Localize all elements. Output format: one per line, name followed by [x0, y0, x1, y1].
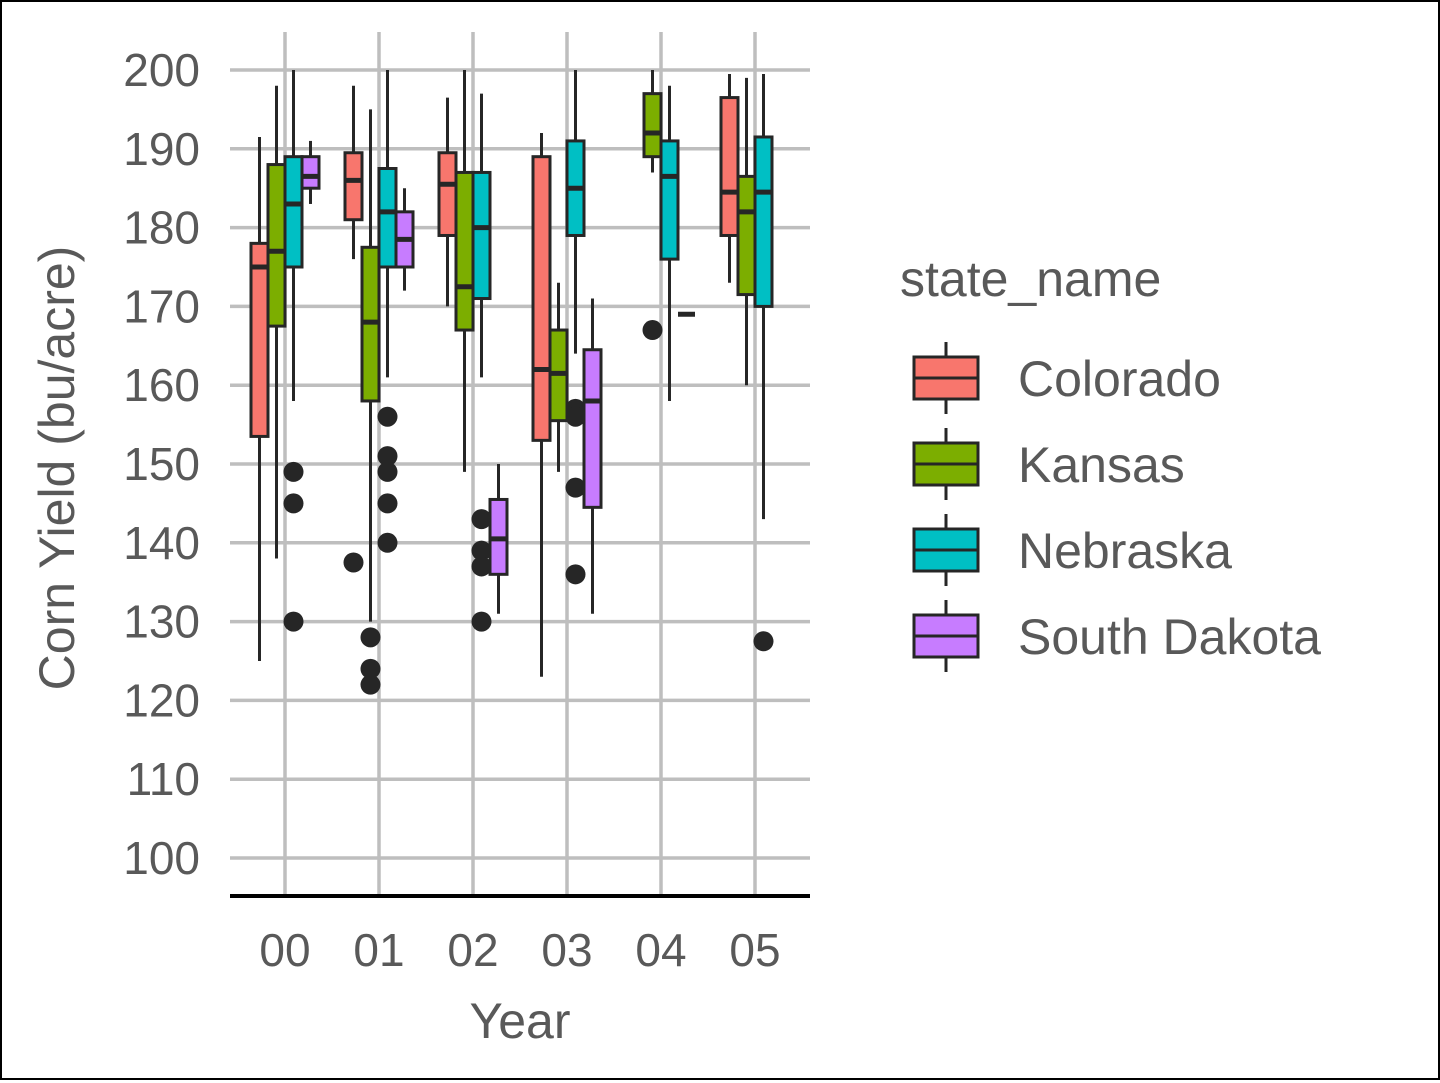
- box-south-dakota-01: [394, 188, 415, 291]
- box-rect: [659, 139, 680, 261]
- legend: state_name Colorado Kansas Nebraska South D…: [900, 251, 1321, 672]
- box-rect: [582, 348, 603, 509]
- y-tick-label: 100: [123, 832, 200, 884]
- box-south-dakota-03: [582, 298, 603, 614]
- outlier-point: [471, 509, 492, 530]
- outlier-point: [343, 552, 364, 573]
- outlier-point: [753, 631, 774, 652]
- box-rect: [437, 151, 458, 237]
- y-tick-label: 140: [123, 517, 200, 569]
- outlier-point: [360, 627, 381, 648]
- y-tick-label: 130: [123, 596, 200, 648]
- legend-item-nebraska: Nebraska: [912, 514, 1232, 586]
- box-rect: [736, 174, 757, 297]
- outlier-point: [642, 320, 663, 341]
- y-tick-label: 150: [123, 438, 200, 490]
- legend-item-kansas: Kansas: [912, 428, 1185, 500]
- box-nebraska-05: [753, 73, 774, 652]
- box-kansas-01: [360, 109, 381, 695]
- outlier-point: [360, 674, 381, 695]
- outlier-point: [283, 493, 304, 514]
- box-colorado-05: [719, 73, 740, 283]
- outlier-point: [471, 611, 492, 632]
- outlier-point: [283, 611, 304, 632]
- outlier-point: [377, 532, 398, 553]
- box-colorado-02: [437, 97, 458, 307]
- box-rect: [377, 167, 398, 269]
- box-rect: [719, 96, 740, 237]
- y-tick-label: 190: [123, 123, 200, 175]
- y-tick-label: 110: [127, 753, 200, 805]
- outlier-point: [283, 461, 304, 482]
- box-kansas-00: [266, 85, 287, 559]
- legend-label: South Dakota: [1018, 609, 1321, 665]
- x-tick-label: 04: [635, 924, 686, 976]
- legend-label: Kansas: [1018, 437, 1185, 493]
- box-kansas-03: [548, 282, 569, 472]
- y-tick-label: 170: [123, 280, 200, 332]
- box-kansas-02: [454, 70, 475, 472]
- outlier-point: [565, 477, 586, 498]
- y-tick-label: 200: [123, 44, 200, 96]
- outlier-point: [377, 446, 398, 467]
- box-colorado-01: [343, 85, 364, 573]
- box-nebraska-00: [283, 70, 304, 632]
- outlier-point: [377, 406, 398, 427]
- box-rect: [249, 241, 270, 438]
- legend-item-colorado: Colorado: [912, 342, 1221, 414]
- outlier-point: [471, 540, 492, 561]
- outlier-point: [565, 406, 586, 427]
- axes-layer: 100 110 120 130 140 150 160 170 180 190 200 00 01 02 0…: [123, 44, 810, 976]
- box-south-dakota-00: [300, 140, 321, 204]
- box-rect: [642, 92, 663, 159]
- box-rect: [300, 155, 321, 190]
- y-axis-title: Corn Yield (bu/acre): [29, 246, 85, 691]
- box-rect: [283, 155, 304, 269]
- legend-label: Nebraska: [1018, 523, 1232, 579]
- outlier-point: [377, 493, 398, 514]
- box-rect: [471, 170, 492, 301]
- boxes-layer: [249, 70, 774, 695]
- legend-label: Colorado: [1018, 351, 1221, 407]
- box-rect: [531, 155, 552, 442]
- outlier-point: [471, 556, 492, 577]
- box-rect: [343, 151, 364, 222]
- legend-item-south-dakota: South Dakota: [912, 600, 1321, 672]
- y-tick-label: 160: [123, 359, 200, 411]
- box-rect: [753, 135, 774, 308]
- x-tick-label: 01: [353, 924, 404, 976]
- x-tick-label: 02: [447, 924, 498, 976]
- y-tick-label: 120: [123, 674, 200, 726]
- box-colorado-00: [249, 136, 270, 661]
- box-nebraska-04: [659, 85, 680, 401]
- y-tick-label: 180: [123, 202, 200, 254]
- box-nebraska-02: [471, 93, 492, 632]
- outlier-point: [377, 461, 398, 482]
- x-axis-title: Year: [469, 993, 570, 1049]
- outlier-point: [565, 564, 586, 585]
- legend-title: state_name: [900, 251, 1161, 307]
- box-nebraska-03: [565, 70, 586, 585]
- box-rect: [454, 170, 475, 332]
- x-tick-label: 00: [259, 924, 310, 976]
- box-kansas-05: [736, 77, 757, 386]
- x-tick-label: 05: [729, 924, 780, 976]
- outlier-point: [360, 658, 381, 679]
- box-south-dakota-02: [488, 464, 509, 614]
- box-colorado-03: [531, 133, 552, 677]
- x-tick-label: 03: [541, 924, 592, 976]
- box-rect: [266, 163, 287, 328]
- box-kansas-04: [642, 70, 663, 341]
